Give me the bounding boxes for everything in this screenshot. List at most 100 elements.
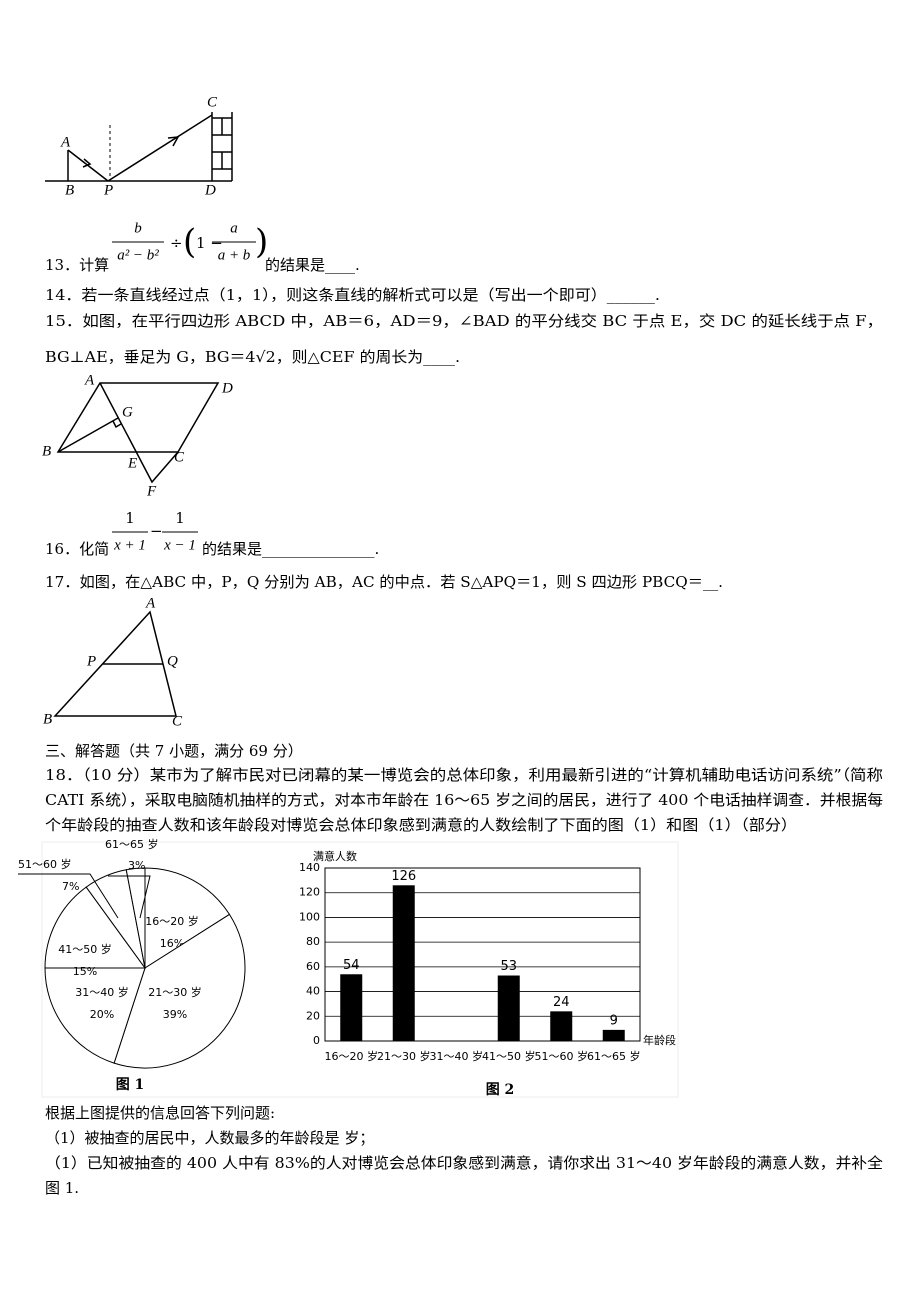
arrow — [167, 136, 180, 147]
fraction-denominator: a + b — [218, 247, 251, 263]
bar — [497, 975, 520, 1041]
bar-value-label: 53 — [500, 959, 517, 974]
pie-label: 21～30 岁 — [148, 985, 202, 999]
y-tick-label: 140 — [299, 861, 320, 874]
right-angle — [112, 420, 122, 429]
bar — [602, 1029, 625, 1041]
segment-bg — [57, 417, 119, 453]
question-text: （1）已知被抽查的 400 人中有 83%的人对博览会总体印象感到满意，请你求出… — [45, 1154, 883, 1172]
bar — [340, 974, 363, 1041]
pie-value-label: 20% — [90, 1008, 114, 1021]
point-label: B — [43, 711, 52, 727]
bar — [550, 1011, 573, 1041]
fraction-numerator: a — [230, 220, 238, 236]
bar-value-label: 54 — [343, 958, 360, 973]
paren: ) — [255, 222, 268, 262]
point-label: A — [60, 134, 71, 150]
x-tick-label: 16～20 岁 — [325, 1049, 379, 1063]
question-text: 16．化简 — [45, 540, 109, 558]
parallelogram — [56, 382, 220, 453]
question-text: （1）被抽查的居民中，人数最多的年龄段是 岁； — [45, 1129, 374, 1147]
lines-aef-cf — [99, 382, 179, 484]
wall-bricks — [212, 112, 233, 181]
question-text: BG⊥AE，垂足为 G，BG＝4√2，则△CEF 的周长为____. — [45, 348, 460, 366]
arrow — [82, 158, 92, 168]
x-tick-label: 41～50 岁 — [482, 1049, 536, 1063]
fraction-denominator: x + 1 — [113, 537, 146, 553]
pie-value-label: 15% — [73, 965, 97, 978]
question-text: 个年龄段的抽查人数和该年龄段对博览会总体印象感到满意的人数绘制了下面的图（1）和… — [45, 816, 797, 834]
x-tick-label: 51～60 岁 — [535, 1049, 589, 1063]
question-text: 13．计算 — [45, 256, 109, 274]
point-label: C — [207, 94, 218, 110]
fraction-lines — [112, 241, 256, 533]
point-label: A — [145, 595, 156, 611]
question-text: 的结果是____. — [265, 256, 360, 274]
point-label: P — [103, 182, 113, 198]
bar-value-label: 9 — [610, 1013, 618, 1028]
question-text: 的结果是_______________. — [202, 540, 379, 558]
point-label: C — [174, 449, 185, 465]
pie-slice — [125, 867, 146, 969]
figure-frame — [41, 841, 679, 1098]
point-label: D — [204, 182, 216, 198]
fraction-numerator: 1 — [175, 509, 185, 527]
y-tick-label: 80 — [306, 935, 320, 948]
y-tick-label: 20 — [306, 1009, 320, 1022]
y-tick-label: 0 — [313, 1034, 320, 1047]
pie-label: 16～20 岁 — [145, 914, 199, 928]
point-label: Q — [167, 653, 178, 669]
pie-slice — [144, 867, 231, 969]
fraction-numerator: 1 — [125, 509, 135, 527]
x-axis-title: 年龄段 — [643, 1033, 676, 1047]
point-label: E — [127, 455, 137, 471]
y-tick-label: 120 — [299, 886, 320, 899]
pie-value-label: 3% — [128, 859, 145, 872]
question-text: 17．如图，在△ABC 中，P，Q 分别为 AB，AC 的中点．若 S△APQ＝… — [45, 573, 723, 591]
point-label: B — [42, 443, 51, 459]
pie-slice — [113, 913, 246, 1069]
question-text: 14．若一条直线经过点（1，1），则这条直线的解析式可以是（写出一个即可）___… — [45, 286, 660, 304]
figure-caption: 图 1 — [116, 1077, 145, 1093]
figure-q12 — [45, 112, 233, 182]
fraction-numerator: b — [134, 220, 142, 236]
point-label: B — [65, 182, 74, 198]
figure-q17 — [53, 610, 177, 717]
point-label: G — [122, 404, 133, 420]
question-text: 18．（10 分）某市为了解市民对已闭幕的某一博览会的总体印象，利用最新引进的“… — [45, 766, 883, 784]
question-text: 根据上图提供的信息回答下列问题: — [45, 1104, 275, 1122]
point-label: C — [172, 713, 183, 729]
pie-value-label: 39% — [163, 1008, 187, 1021]
section-title: 三、解答题（共 7 小题，满分 69 分） — [45, 742, 303, 760]
leader-line — [18, 873, 119, 919]
question-text: 15．如图，在平行四边形 ABCD 中，AB＝6，AD＝9，∠BAD 的平分线交… — [45, 312, 883, 330]
pie-label: 61～65 岁 — [105, 837, 159, 851]
operator: ÷ — [170, 234, 183, 252]
leader-line — [108, 875, 151, 919]
point-label: D — [221, 380, 233, 396]
paren: ( — [183, 222, 196, 262]
plot-frame — [324, 867, 641, 1042]
x-tick-label: 31～40 岁 — [430, 1049, 484, 1063]
figure-caption: 图 2 — [486, 1082, 515, 1098]
x-tick-label: 21～30 岁 — [377, 1049, 431, 1063]
question-text: 图 1. — [45, 1179, 79, 1197]
bar-value-label: 24 — [553, 995, 570, 1010]
y-tick-label: 60 — [306, 960, 320, 973]
operator: − — [150, 522, 163, 540]
point-label: A — [84, 372, 95, 388]
pie-label: 41～50 岁 — [58, 942, 112, 956]
question-text: CATI 系统），采取电脑随机抽样的方式，对本市年龄在 16～65 岁之间的居民… — [45, 791, 883, 809]
operator: 1 − — [196, 234, 223, 252]
pie-value-label: 7% — [62, 880, 79, 893]
y-tick-label: 40 — [306, 985, 320, 998]
fraction-denominator: a² − b² — [117, 247, 159, 263]
fraction-denominator: x − 1 — [163, 537, 196, 553]
figure-q15 — [56, 382, 220, 484]
pie-label: 51～60 岁 — [18, 857, 72, 871]
pie-slice — [44, 967, 146, 1064]
pie-slice — [44, 886, 146, 969]
bar-value-label: 126 — [391, 869, 416, 884]
pie-label: 31～40 岁 — [75, 985, 129, 999]
